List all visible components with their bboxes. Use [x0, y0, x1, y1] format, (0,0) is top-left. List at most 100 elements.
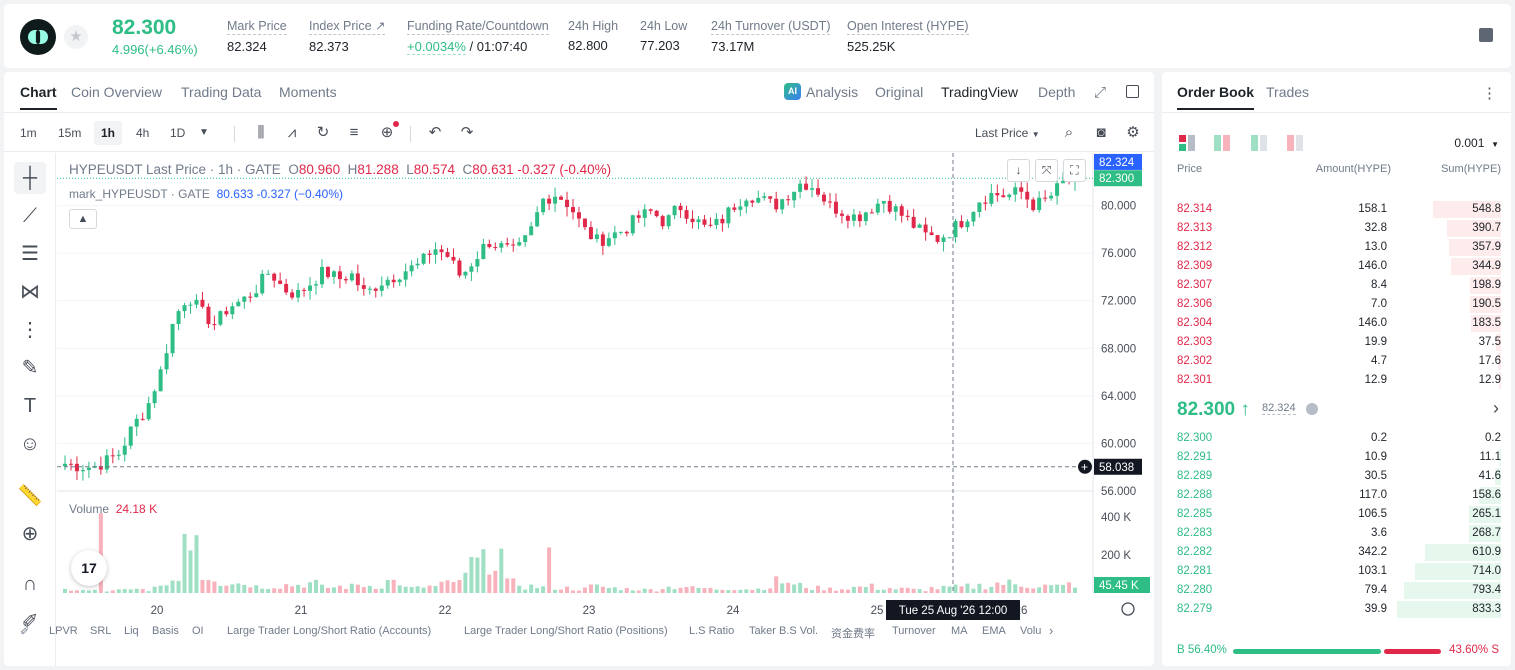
more-options-icon[interactable]: ⋮ [1482, 85, 1497, 102]
book-split-icon[interactable] [1214, 135, 1230, 151]
indicator-ma[interactable]: MA [951, 625, 968, 637]
view-tradingview[interactable]: TradingView [941, 84, 1019, 100]
favorite-star-icon[interactable]: ★ [64, 25, 88, 49]
shield-icon[interactable] [1306, 403, 1318, 415]
bid-row[interactable]: 82.291 10.9 11.1 [1162, 448, 1511, 467]
trendline-icon[interactable]: ⟋ [23, 205, 37, 227]
zoom-in-icon[interactable]: ⊕ [21, 523, 39, 545]
tab-moments[interactable]: Moments [279, 84, 337, 100]
ask-row[interactable]: 82.307 8.4 198.9 [1162, 276, 1511, 295]
bid-row[interactable]: 82.280 79.4 793.4 [1162, 581, 1511, 600]
chevron-right-icon[interactable]: › [1049, 623, 1054, 638]
template-icon[interactable]: ≡ [349, 124, 359, 141]
ask-row[interactable]: 82.302 4.7 17.6 [1162, 352, 1511, 371]
bid-row[interactable]: 82.300 0.2 0.2 [1162, 429, 1511, 448]
indicator-taker-vol[interactable]: Taker B.S Vol. [749, 625, 819, 637]
indicator-ema[interactable]: EMA [982, 625, 1006, 637]
indicator-basis[interactable]: Basis [152, 625, 179, 637]
book-both-icon[interactable] [1179, 135, 1195, 151]
stat-index-price[interactable]: Index Price ↗ 82.373 [309, 18, 386, 54]
bid-row[interactable]: 82.283 3.6 268.7 [1162, 524, 1511, 543]
book-bids-icon[interactable] [1251, 135, 1267, 151]
tick-size-select[interactable]: 0.001 ▼ [1454, 136, 1499, 150]
horizontal-lines-icon[interactable]: ☰ [21, 243, 39, 265]
ask-row[interactable]: 82.306 7.0 190.5 [1162, 295, 1511, 314]
camera-icon[interactable]: ◙ [1096, 124, 1106, 141]
fib-icon[interactable]: ⋮ [20, 319, 40, 341]
interval-1m[interactable]: 1m [20, 126, 37, 140]
add-alert-icon[interactable] [1078, 459, 1092, 474]
view-depth[interactable]: Depth [1038, 84, 1076, 100]
pencil-lock-icon[interactable]: ✐ [21, 611, 39, 633]
ask-row[interactable]: 82.312 13.0 357.9 [1162, 238, 1511, 257]
bid-row[interactable]: 82.279 39.9 833.3 [1162, 600, 1511, 619]
indicator-lt-accounts[interactable]: Large Trader Long/Short Ratio (Accounts) [227, 625, 432, 637]
edit-icon[interactable]: ✐ [20, 626, 30, 638]
book-asks-icon[interactable] [1287, 135, 1303, 151]
collapse-legend-button[interactable]: ▲ [69, 209, 97, 229]
indicator-lpvr[interactable]: LPVR [49, 625, 78, 637]
tradingview-logo[interactable]: 17 [71, 550, 107, 586]
view-original[interactable]: Original [875, 84, 924, 100]
bid-row[interactable]: 82.289 30.5 41.6 [1162, 467, 1511, 486]
undo-icon[interactable]: ↶ [428, 124, 442, 141]
price-type-select[interactable]: Last Price ▼ [975, 126, 1040, 140]
add-indicator-icon[interactable]: ⊕ [377, 121, 399, 143]
brush-icon[interactable]: ✎ [21, 357, 39, 379]
indicator-funding-rate[interactable]: 资金费率 [831, 628, 875, 640]
stat-open-interest[interactable]: Open Interest (HYPE) 525.25K [847, 18, 969, 54]
magnet-icon[interactable]: ∩ [22, 573, 38, 595]
ask-row[interactable]: 82.309 146.0 344.9 [1162, 257, 1511, 276]
settings-gear-icon[interactable]: ⚙ [1126, 124, 1140, 141]
chevron-right-icon[interactable]: › [1493, 398, 1499, 418]
indicator-oi[interactable]: OI [192, 625, 204, 637]
pattern-icon[interactable]: ⋈ [20, 281, 40, 303]
expand-icon[interactable]: ⤢ [1094, 84, 1107, 101]
search-icon[interactable]: ⌕ [1064, 124, 1074, 141]
stat-24h-turnover[interactable]: 24h Turnover (USDT) 73.17M [711, 18, 831, 54]
tab-order-book[interactable]: Order Book [1177, 84, 1255, 110]
emoji-icon[interactable]: ☺ [19, 433, 41, 455]
tab-trading-data[interactable]: Trading Data [181, 84, 262, 100]
bid-row[interactable]: 82.282 342.2 610.9 [1162, 543, 1511, 562]
indicator-lt-positions[interactable]: Large Trader Long/Short Ratio (Positions… [464, 625, 668, 637]
stat-funding-rate[interactable]: Funding Rate/Countdown +0.0034% / 01:07:… [407, 18, 549, 55]
indicator-liq[interactable]: Liq [124, 625, 139, 637]
interval-1h[interactable]: 1h [94, 121, 123, 145]
tab-chart[interactable]: Chart [20, 84, 57, 110]
axis-settings-icon[interactable] [1121, 602, 1135, 616]
ask-row[interactable]: 82.301 12.9 12.9 [1162, 371, 1511, 390]
bid-row[interactable]: 82.288 117.0 158.6 [1162, 486, 1511, 505]
window-icon[interactable] [1126, 85, 1139, 98]
redo-icon[interactable]: ↷ [460, 124, 474, 141]
candle-type-icon[interactable]: ⫼ [257, 124, 265, 141]
ask-row[interactable]: 82.313 32.8 390.7 [1162, 219, 1511, 238]
crosshair-icon[interactable]: ┼ [14, 162, 46, 194]
maximize-icon[interactable]: ⛶ [1063, 159, 1086, 182]
tab-coin-overview[interactable]: Coin Overview [71, 84, 163, 100]
interval-15m[interactable]: 15m [58, 126, 82, 140]
collapse-icon[interactable]: ⤧ [1035, 159, 1058, 182]
bid-row[interactable]: 82.281 103.1 714.0 [1162, 562, 1511, 581]
ask-row[interactable]: 82.314 158.1 548.8 [1162, 200, 1511, 219]
text-icon[interactable]: T [23, 395, 37, 417]
indicator-srl[interactable]: SRL [90, 625, 112, 637]
interval-1d[interactable]: 1D [170, 126, 186, 140]
indicator-volume[interactable]: Volu [1020, 625, 1042, 637]
ruler-icon[interactable]: 📏 [17, 485, 43, 507]
indicator-ls-ratio[interactable]: L.S Ratio [689, 625, 735, 637]
view-analysis[interactable]: Analysis [806, 84, 859, 100]
scroll-down-icon[interactable]: ↓ [1007, 159, 1030, 182]
ask-row[interactable]: 82.304 146.0 183.5 [1162, 314, 1511, 333]
ask-row[interactable]: 82.303 19.9 37.5 [1162, 333, 1511, 352]
indicator-turnover[interactable]: Turnover [892, 625, 936, 637]
interval-4h[interactable]: 4h [136, 126, 150, 140]
refresh-icon[interactable]: ↻ [316, 124, 330, 141]
bid-row[interactable]: 82.285 106.5 265.1 [1162, 505, 1511, 524]
stat-mark-price[interactable]: Mark Price 82.324 [227, 18, 287, 54]
price-chart[interactable]: 80.000 76.000 72.000 68.000 64.000 60.000 56.0… [57, 153, 1154, 620]
book-icon[interactable] [1479, 28, 1493, 42]
chevron-down-icon[interactable]: ▼ [199, 127, 209, 138]
indicator-icon[interactable]: ⩘ [287, 124, 297, 141]
tab-trades[interactable]: Trades [1266, 84, 1310, 100]
